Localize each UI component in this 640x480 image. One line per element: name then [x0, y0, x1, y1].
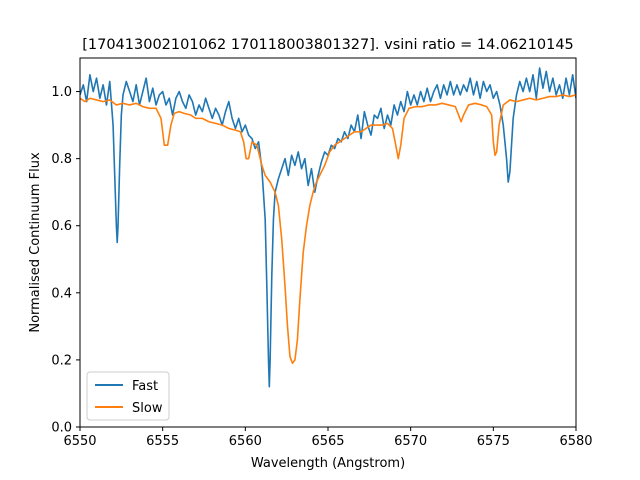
- y-tick-label: 0.2: [51, 353, 72, 368]
- x-tick-label: 6570: [394, 434, 427, 449]
- x-tick-label: 6580: [559, 434, 592, 449]
- series-line-slow: [80, 94, 576, 365]
- y-axis-ticks: 0.0 0.2 0.4 0.6 0.8 1.0: [51, 85, 80, 436]
- x-tick-label: 6575: [477, 434, 510, 449]
- x-axis-ticks: 6550 6555 6560 6565 6570 6575 6580: [63, 427, 593, 449]
- x-tick-label: 6560: [229, 434, 262, 449]
- y-axis-label: Normalised Continuum Flux: [28, 152, 43, 333]
- chart-title: [170413002101062 170118003801327]. vsini…: [82, 37, 574, 53]
- y-tick-label: 0.8: [51, 152, 72, 167]
- series-layer: [80, 67, 576, 388]
- legend-label-fast: Fast: [132, 379, 158, 394]
- legend-label-slow: Slow: [132, 401, 163, 416]
- y-tick-label: 1.0: [51, 85, 72, 100]
- legend: Fast Slow: [86, 371, 170, 421]
- x-tick-label: 6555: [146, 434, 179, 449]
- y-tick-label: 0.0: [51, 421, 72, 436]
- x-axis-label: Wavelength (Angstrom): [251, 456, 405, 471]
- x-tick-label: 6565: [311, 434, 344, 449]
- x-tick-label: 6550: [63, 434, 96, 449]
- y-tick-label: 0.6: [51, 219, 72, 234]
- y-tick-label: 0.4: [51, 286, 72, 301]
